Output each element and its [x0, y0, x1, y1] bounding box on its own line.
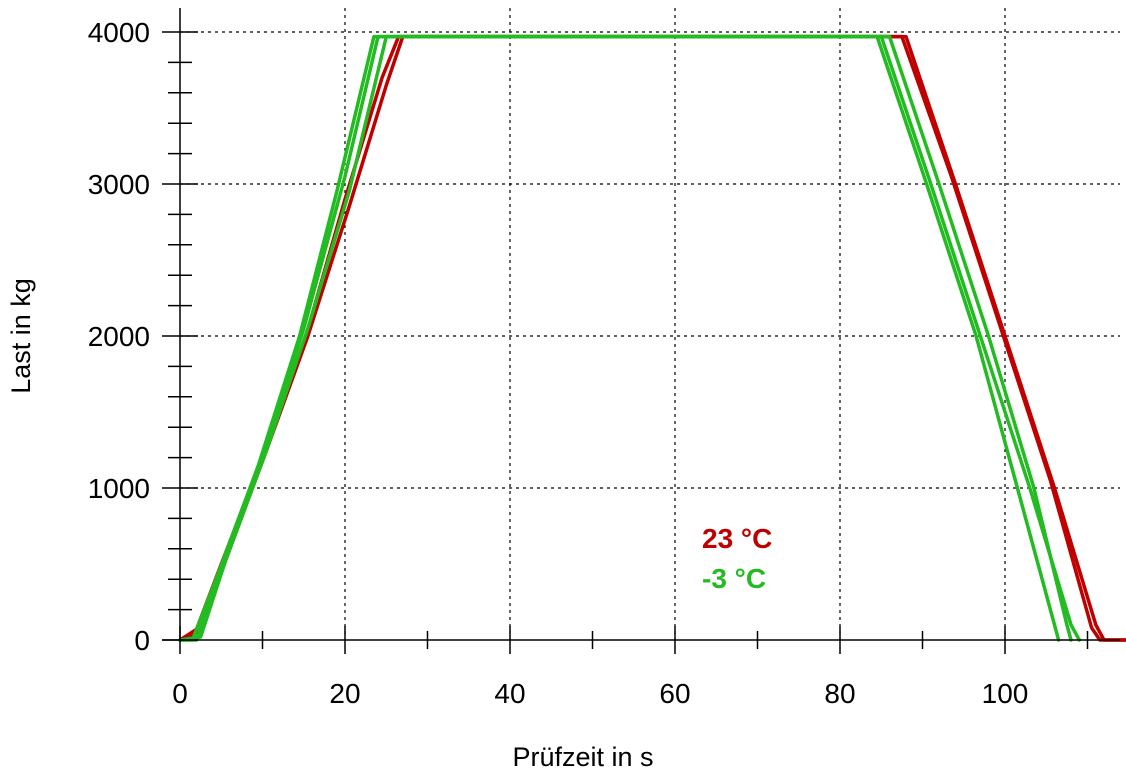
x-tick-label: 20 [329, 678, 360, 709]
series-line [178, 34, 1073, 642]
x-tick-label: 100 [982, 678, 1029, 709]
y-tick-label: 0 [134, 625, 150, 656]
x-tick-label: 80 [824, 678, 855, 709]
legend-entry: 23 °C [702, 523, 772, 554]
y-tick-label: 1000 [88, 473, 150, 504]
x-axis-title: Prüfzeit in s [512, 742, 653, 772]
x-tick-label: 60 [659, 678, 690, 709]
axes [162, 8, 1120, 654]
x-tick-label: 40 [494, 678, 525, 709]
series-line [178, 34, 1126, 642]
x-tick-label: 0 [172, 678, 188, 709]
series-line [178, 34, 1126, 642]
y-tick-label: 4000 [88, 17, 150, 48]
series-line [178, 34, 1061, 642]
y-axis-title: Last in kg [6, 278, 36, 394]
grid-lines [180, 8, 1120, 640]
y-tick-label: 2000 [88, 321, 150, 352]
legend: 23 °C -3 °C [702, 523, 772, 594]
y-tick-label: 3000 [88, 169, 150, 200]
series-line [178, 34, 1082, 642]
series-lines [178, 34, 1126, 642]
legend-entry: -3 °C [702, 563, 766, 594]
